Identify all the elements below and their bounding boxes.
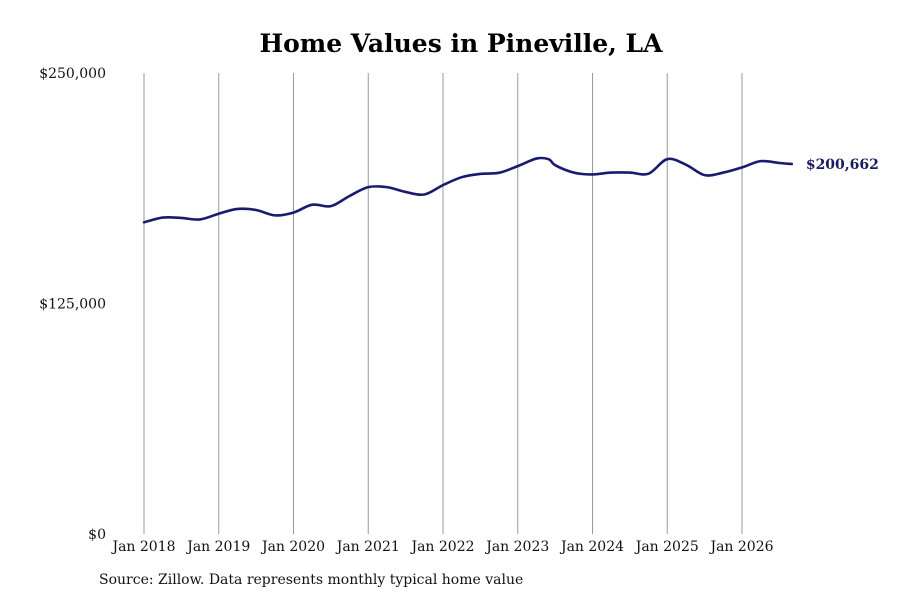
x-tick-label: Jan 2022 bbox=[409, 539, 474, 555]
x-tick-label: Jan 2023 bbox=[484, 539, 549, 555]
source-note: Source: Zillow. Data represents monthly … bbox=[99, 572, 524, 588]
series-line bbox=[142, 156, 794, 224]
x-axis: Jan 2018 Jan 2019 Jan 2020 Jan 2021 Jan 2022… bbox=[110, 539, 773, 555]
y-tick-label: $125,000 bbox=[39, 297, 106, 313]
x-tick-label: Jan 2018 bbox=[110, 539, 175, 555]
x-tick-label: Jan 2024 bbox=[559, 539, 624, 555]
y-tick-label: $250,000 bbox=[39, 66, 106, 82]
y-axis: $0 $125,000 $250,000 bbox=[39, 66, 106, 543]
x-tick-label: Jan 2020 bbox=[260, 539, 325, 555]
x-tick-label: Jan 2025 bbox=[634, 539, 699, 555]
x-tick-label: Jan 2026 bbox=[708, 539, 773, 555]
x-tick-label: Jan 2021 bbox=[335, 539, 400, 555]
end-value-label: $200,662 bbox=[806, 157, 879, 173]
gridlines bbox=[143, 73, 743, 534]
y-tick-label: $0 bbox=[88, 527, 106, 543]
chart-title: Home Values in Pineville, LA bbox=[259, 29, 663, 58]
x-tick-label: Jan 2019 bbox=[185, 539, 250, 555]
